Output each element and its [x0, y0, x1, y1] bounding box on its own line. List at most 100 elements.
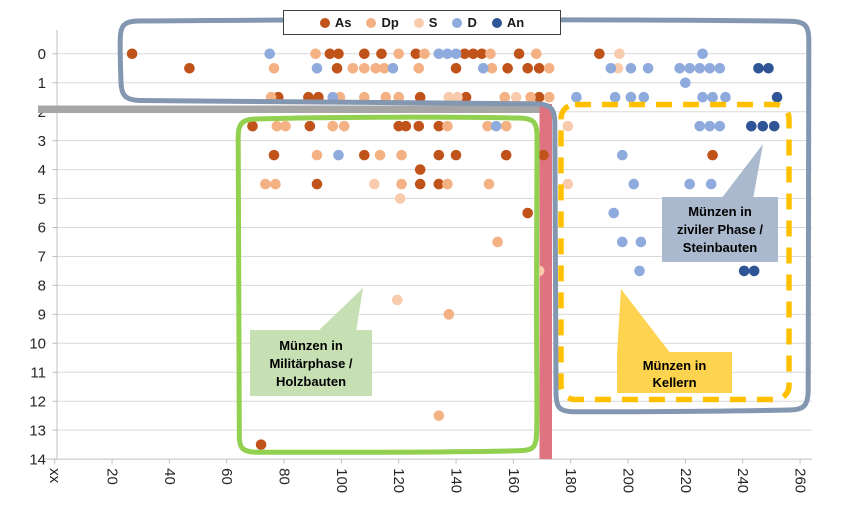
point-As [255, 439, 267, 450]
point-As [513, 48, 525, 60]
point-D [697, 91, 708, 103]
point-As [460, 91, 472, 103]
point-D [571, 91, 582, 103]
legend-marker-As [319, 17, 330, 28]
yellow-dashed-cellar-zone [558, 101, 792, 403]
x-tick-label: 100 [333, 468, 350, 493]
point-Dp [443, 309, 455, 320]
x-tick-label: 60 [218, 468, 235, 485]
point-S [562, 178, 574, 190]
point-As [522, 207, 534, 219]
point-Dp [442, 178, 453, 190]
point-D [625, 91, 637, 103]
y-tick-label: 14 [29, 451, 46, 468]
y-tick-label: 13 [29, 422, 46, 439]
y-tick-label: 9 [38, 307, 46, 324]
point-D [707, 91, 718, 103]
point-Dp [482, 120, 493, 132]
series-D [264, 48, 731, 277]
annotation-line: Münzen in [642, 358, 707, 373]
point-As [433, 149, 445, 161]
blue-outline-civil-zone [117, 17, 812, 415]
point-As [413, 120, 425, 132]
point-Dp [311, 149, 323, 161]
point-D [714, 62, 726, 74]
legend: As Dp S D An [283, 10, 561, 35]
legend-label: S [428, 15, 438, 30]
point-As [594, 48, 605, 60]
point-D [638, 91, 650, 103]
point-Dp [396, 178, 407, 190]
annotation-line: Kellern [652, 375, 697, 390]
point-S [562, 120, 574, 132]
point-D [684, 62, 695, 74]
legend-marker-S [413, 17, 424, 28]
point-As [247, 120, 258, 132]
point-Dp [347, 62, 359, 74]
civil-callout-pointer [721, 144, 763, 199]
point-As [376, 48, 387, 60]
point-D [704, 62, 716, 74]
legend-item-As: As [319, 15, 352, 30]
point-Dp [486, 62, 498, 74]
point-D [680, 77, 691, 89]
y-tick-label: 12 [29, 393, 46, 410]
point-D [387, 62, 399, 74]
point-Dp [485, 48, 496, 60]
point-D [490, 120, 502, 132]
x-tick-label: 160 [505, 468, 522, 493]
point-As [538, 149, 549, 161]
point-Dp [483, 178, 495, 190]
x-tick-label: 260 [792, 468, 809, 493]
y-tick-label: 0 [38, 46, 46, 63]
annotation-cellars-label: Münzen in Kellern [617, 352, 732, 393]
cellars-callout-pointer [617, 289, 671, 354]
point-D [333, 149, 344, 161]
point-D [634, 265, 645, 277]
point-As [450, 149, 462, 161]
point-As [459, 48, 470, 60]
y-tick-label: 11 [30, 364, 46, 381]
point-As [359, 48, 370, 60]
y-tick-label: 1 [38, 75, 46, 92]
legend-label: As [334, 15, 352, 30]
point-As [268, 149, 280, 161]
point-D [705, 178, 717, 190]
point-Dp [380, 91, 392, 103]
point-As [707, 149, 718, 161]
point-Dp [433, 410, 445, 421]
point-Dp [543, 91, 555, 103]
x-tick-label: xx [46, 468, 63, 484]
point-As [400, 120, 412, 132]
point-As [331, 62, 343, 74]
military-callout-pointer [317, 288, 363, 332]
point-As [502, 62, 513, 74]
point-Dp [525, 91, 536, 103]
point-As [533, 91, 545, 103]
point-As [126, 48, 138, 60]
point-Dp [393, 91, 405, 103]
legend-marker-Dp [366, 17, 377, 28]
point-S [391, 294, 403, 306]
point-Dp [271, 120, 283, 132]
point-S [614, 48, 625, 60]
point-As [324, 48, 336, 60]
legend-label: D [467, 15, 477, 30]
x-tick-label: 20 [104, 468, 121, 485]
point-Dp [268, 62, 280, 74]
annotation-line: Münzen in [279, 338, 343, 353]
point-D [617, 149, 628, 161]
legend-item-Dp: Dp [366, 15, 399, 30]
point-Dp [370, 62, 382, 74]
annotation-line: Holzbauten [275, 374, 347, 389]
point-Dp [543, 62, 555, 74]
point-S [452, 91, 463, 103]
y-tick-label: 3 [38, 133, 46, 150]
point-Dp [419, 48, 430, 60]
point-As [476, 48, 488, 60]
annotation-line: Münzen in [688, 204, 752, 219]
point-As [410, 48, 422, 60]
series-S [369, 48, 625, 306]
point-As [304, 120, 316, 132]
